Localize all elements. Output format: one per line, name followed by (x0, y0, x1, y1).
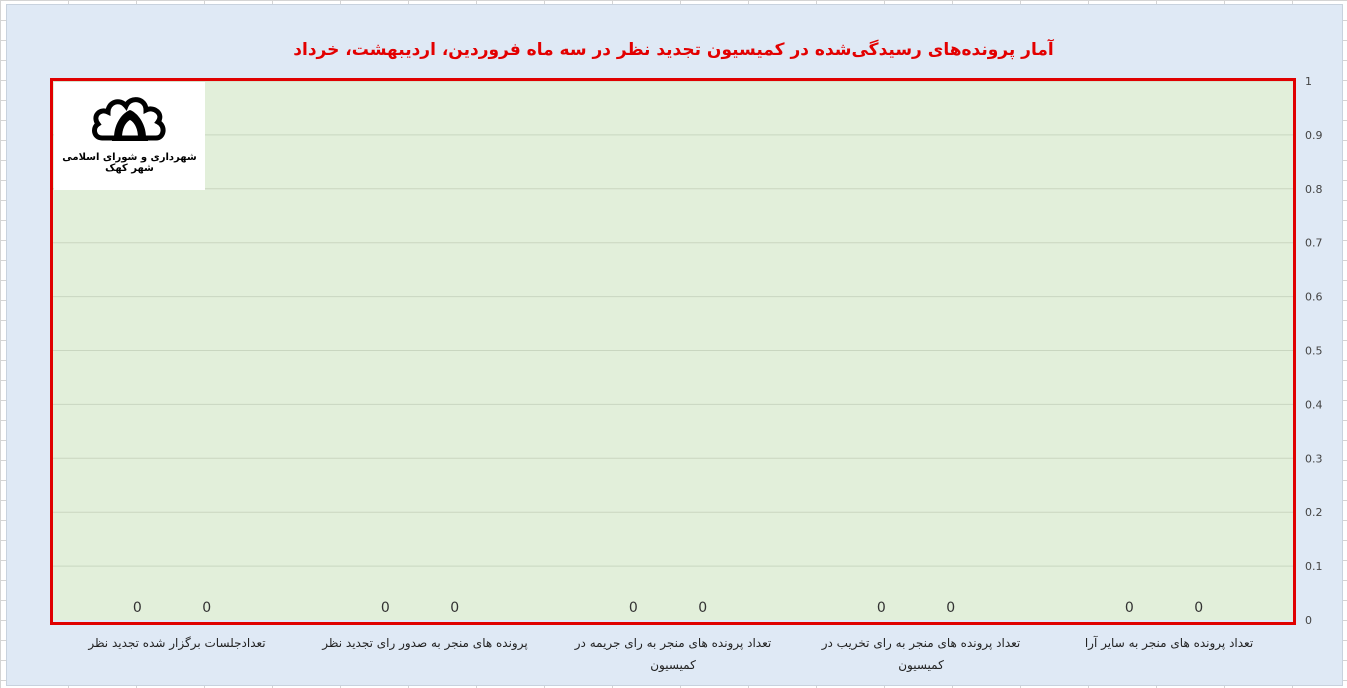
data-label: 0 (450, 600, 459, 616)
data-label: 0 (133, 600, 142, 616)
x-tick-label: تعداد پرونده های منجر به رای جریمه در کم… (574, 636, 772, 672)
municipality-logo-icon (92, 97, 166, 141)
data-label: 0 (1194, 600, 1203, 616)
y-tick-label: 0.6 (1305, 291, 1323, 304)
data-label: 0 (1125, 600, 1134, 616)
data-label: 0 (877, 600, 886, 616)
x-tick-label: تعداد پرونده های منجر به سایر آرا (1084, 636, 1254, 650)
data-label: 0 (202, 600, 211, 616)
y-tick-label: 1 (1305, 75, 1312, 88)
data-label: 0 (698, 600, 707, 616)
y-tick-label: 0.3 (1305, 452, 1323, 465)
y-tick-label: 0.8 (1305, 183, 1323, 196)
y-tick-label: 0.1 (1305, 560, 1323, 573)
y-tick-label: 0 (1305, 614, 1312, 627)
y-tick-label: 0.9 (1305, 129, 1323, 142)
plot-area-border (50, 78, 1296, 625)
x-tick-label: پرونده های منجر به صدور رای تجدید نظر (322, 636, 528, 650)
y-tick-label: 0.5 (1305, 345, 1323, 358)
logo-caption: شهرداری و شورای اسلامی شهر کهک (62, 152, 197, 174)
y-tick-label: 0.2 (1305, 506, 1323, 519)
logo: شهرداری و شورای اسلامی شهر کهک (54, 82, 205, 190)
data-label: 0 (629, 600, 638, 616)
data-label: 0 (381, 600, 390, 616)
y-tick-label: 0.7 (1305, 237, 1323, 250)
y-tick-label: 0.4 (1305, 398, 1323, 411)
chart-title: آمار پرونده‌های رسیدگی‌شده در کمیسیون تج… (293, 40, 1054, 60)
data-label: 0 (946, 600, 955, 616)
x-tick-label: تعدادجلسات برگزار شده تجدید نظر (88, 636, 266, 650)
x-tick-label: تعداد پرونده های منجر به رای تخریب در کم… (821, 636, 1021, 672)
